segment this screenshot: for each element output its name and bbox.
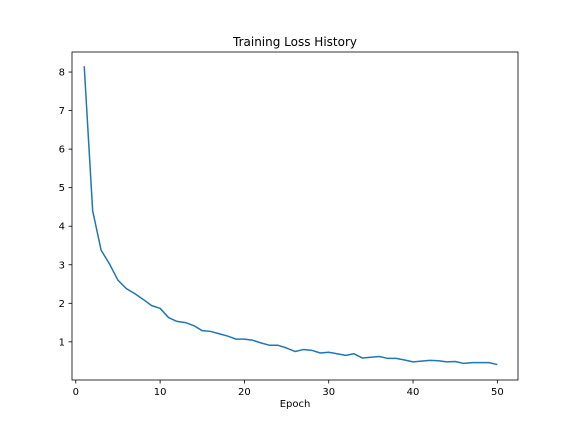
x-tick-label: 10 (154, 387, 167, 398)
y-tick-label: 8 (59, 68, 65, 79)
x-tick-label: 0 (73, 387, 79, 398)
y-tick-label: 3 (59, 260, 65, 271)
x-axis-label: Epoch (280, 399, 311, 410)
y-tick-label: 2 (59, 299, 65, 310)
y-axis-ticks: 1 2 3 4 5 6 7 8 (59, 68, 72, 348)
y-tick-label: 6 (59, 145, 65, 156)
chart-title: Training Loss History (232, 35, 357, 49)
x-tick-label: 40 (407, 387, 420, 398)
y-tick-label: 1 (59, 337, 65, 348)
y-tick-label: 7 (59, 106, 65, 117)
x-tick-label: 30 (322, 387, 335, 398)
series-line (83, 66, 498, 366)
series-layer (83, 66, 498, 366)
y-tick-label: 4 (59, 222, 65, 233)
plot-frame (71, 51, 519, 381)
x-tick-label: 20 (238, 387, 251, 398)
y-tick-label: 5 (59, 183, 65, 194)
x-tick-label: 50 (491, 387, 504, 398)
x-axis-ticks: 0 10 20 30 40 50 (73, 380, 504, 398)
plot-area (72, 52, 518, 380)
